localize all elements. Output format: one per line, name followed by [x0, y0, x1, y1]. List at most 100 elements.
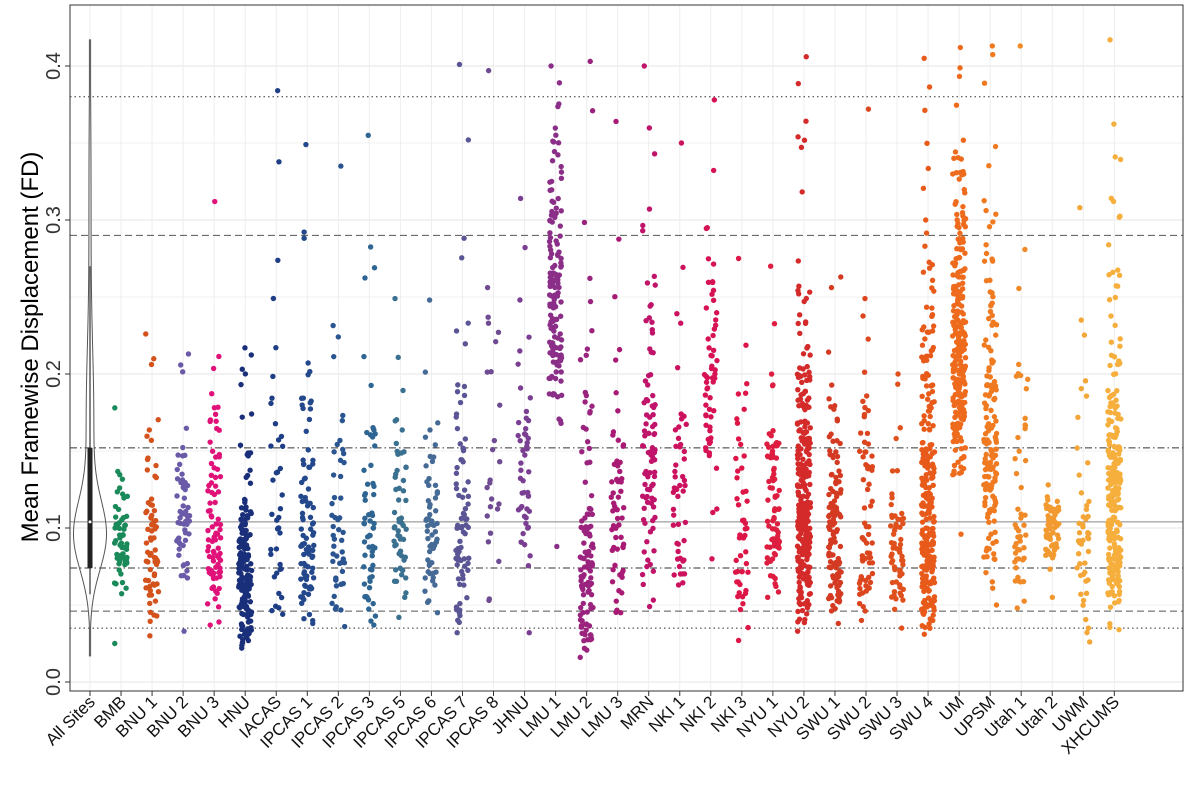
site-points-swu-3 [888, 371, 907, 631]
data-point [205, 543, 212, 550]
data-point [391, 509, 398, 516]
data-point [764, 555, 771, 561]
data-point [651, 548, 657, 554]
data-point [776, 538, 783, 545]
data-point [706, 440, 713, 447]
data-point [705, 336, 711, 342]
data-point [589, 541, 596, 547]
data-point [869, 498, 875, 505]
data-point [929, 601, 935, 608]
data-point [217, 535, 224, 541]
data-point [962, 319, 969, 325]
data-point [958, 531, 964, 537]
data-point [552, 323, 559, 330]
data-point [553, 369, 559, 375]
data-point [926, 541, 932, 548]
data-point [644, 486, 651, 493]
data-point [1113, 456, 1119, 463]
data-point [802, 372, 808, 378]
data-point [239, 622, 245, 629]
data-point [983, 405, 989, 412]
data-point [794, 371, 801, 377]
data-point [310, 504, 316, 511]
data-point [988, 452, 995, 459]
data-point [1016, 361, 1022, 368]
data-point [960, 311, 967, 317]
data-point [1115, 415, 1121, 422]
data-point [955, 377, 962, 383]
data-point [795, 470, 801, 477]
data-point [149, 502, 156, 508]
data-point [710, 379, 716, 385]
data-point [923, 304, 930, 310]
data-point [152, 547, 158, 553]
data-point [1047, 566, 1053, 572]
data-point [179, 453, 186, 459]
data-point [1044, 494, 1051, 500]
data-point [587, 533, 593, 539]
data-point [1107, 525, 1113, 532]
data-point [119, 491, 126, 497]
data-point [268, 546, 274, 553]
data-point [680, 264, 686, 271]
data-point [962, 250, 968, 256]
data-point [652, 514, 658, 521]
data-point [394, 448, 400, 455]
data-point [926, 84, 933, 90]
data-point [801, 474, 807, 481]
data-point [269, 607, 275, 614]
data-point [1107, 431, 1113, 438]
site-points-lmu-3 [608, 118, 627, 616]
data-point [581, 540, 587, 546]
data-point [432, 508, 439, 514]
data-point [651, 151, 658, 157]
data-point [643, 421, 649, 427]
data-point [583, 352, 589, 358]
data-point [422, 434, 429, 440]
data-point [1054, 498, 1060, 505]
data-point [921, 546, 927, 553]
data-point [803, 531, 810, 537]
data-point [1013, 373, 1020, 379]
data-point [1076, 539, 1083, 546]
data-point [144, 467, 151, 473]
data-point [739, 465, 745, 471]
data-point [991, 396, 997, 403]
data-point [1051, 542, 1057, 548]
data-point [120, 532, 126, 538]
data-point [897, 569, 903, 575]
data-point [646, 125, 653, 131]
data-point [987, 289, 993, 295]
data-point [803, 118, 809, 124]
data-point [1112, 154, 1118, 160]
data-point [1113, 490, 1119, 497]
data-point [580, 574, 586, 580]
data-point [918, 606, 925, 612]
data-point [708, 414, 714, 420]
data-point [205, 508, 212, 514]
data-point [463, 516, 469, 523]
data-point [772, 575, 778, 582]
data-point [581, 555, 587, 562]
data-point [210, 584, 217, 590]
data-point [485, 320, 492, 326]
data-point [340, 450, 347, 457]
data-point [403, 526, 409, 532]
data-point [237, 552, 243, 558]
data-point [276, 159, 282, 165]
data-point [426, 560, 433, 566]
data-point [712, 371, 718, 377]
data-point [952, 381, 958, 387]
data-point [742, 520, 749, 526]
data-point [274, 87, 281, 94]
data-point [460, 447, 467, 454]
data-point [613, 598, 619, 604]
data-point [302, 494, 308, 501]
data-point [274, 570, 280, 576]
data-point [268, 443, 274, 449]
data-point [952, 359, 958, 365]
data-point [403, 590, 409, 596]
data-point [981, 258, 988, 264]
data-point [557, 223, 563, 229]
data-point [897, 541, 904, 548]
